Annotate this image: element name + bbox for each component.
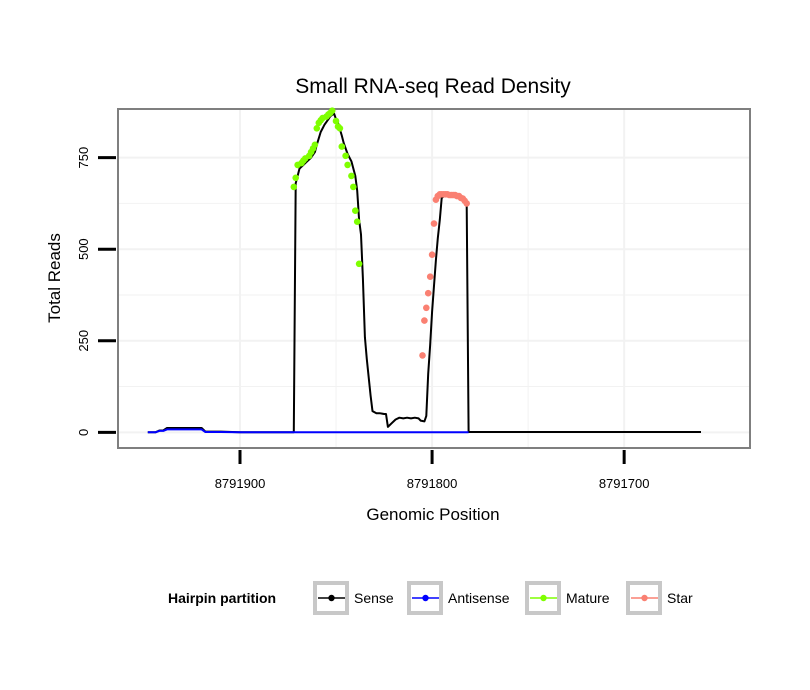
data-point-mature: [353, 218, 361, 225]
legend-key-point-sense: [328, 594, 335, 602]
data-point-star: [421, 317, 428, 324]
data-point-mature: [355, 260, 363, 268]
data-point-mature: [338, 143, 346, 150]
data-point-mature: [344, 161, 351, 169]
legend-key-point-mature: [540, 594, 547, 602]
y-tick-label: 750: [76, 147, 91, 169]
axes: 0 250 500 750 8791900 8791800 8791700: [76, 147, 649, 491]
data-point-mature: [342, 152, 349, 160]
data-point-mature: [328, 107, 336, 114]
data-point-star: [426, 273, 434, 281]
data-point-star: [430, 220, 438, 227]
chart-title: Small RNA-seq Read Density: [295, 75, 571, 98]
data-point-mature: [311, 141, 319, 149]
legend: Hairpin partition Sense Antisense Mature St…: [168, 581, 693, 615]
data-point-mature: [352, 207, 359, 214]
legend-key-point-antisense: [422, 594, 429, 602]
legend-label-star: Star: [667, 590, 693, 606]
legend-label-sense: Sense: [354, 590, 394, 606]
y-tick-label: 0: [76, 429, 91, 436]
data-point-star: [423, 304, 430, 312]
y-tick-label: 250: [76, 330, 91, 352]
legend-title: Hairpin partition: [168, 590, 276, 606]
data-point-mature: [292, 174, 300, 182]
y-axis-title: Total Reads: [45, 233, 64, 323]
legend-key-point-star: [641, 594, 648, 602]
data-point-mature: [336, 125, 344, 132]
series-layer: [147, 107, 701, 434]
x-tick-label: 8791900: [215, 476, 266, 491]
data-point-star: [419, 352, 426, 359]
data-point-star: [428, 251, 436, 258]
data-point-mature: [290, 183, 298, 191]
series-line-antisense: [147, 428, 469, 434]
x-tick-label: 8791800: [407, 476, 458, 491]
y-tick-label: 500: [76, 238, 91, 260]
data-point-mature: [332, 117, 340, 125]
data-point-mature: [350, 183, 357, 191]
legend-label-antisense: Antisense: [448, 590, 510, 606]
data-point-mature: [348, 172, 355, 180]
data-point-star: [463, 200, 471, 207]
data-point-mature: [313, 125, 321, 132]
x-axis-title: Genomic Position: [366, 505, 499, 524]
legend-label-mature: Mature: [566, 590, 610, 606]
data-point-star: [424, 289, 432, 297]
x-tick-label: 8791700: [599, 476, 650, 491]
